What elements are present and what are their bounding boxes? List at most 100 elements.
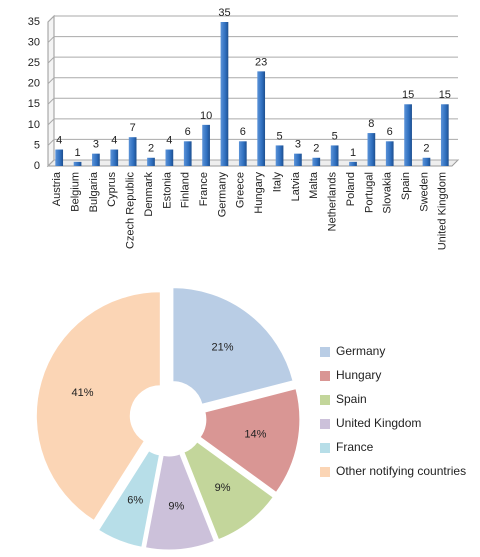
x-tick-label: Greece — [235, 172, 247, 208]
grid-line — [47, 56, 458, 64]
bar — [55, 149, 64, 166]
doughnut-slice — [97, 450, 161, 548]
grid-line — [47, 118, 458, 126]
x-tick-label: United Kingdom — [437, 172, 449, 250]
legend-swatch — [320, 347, 330, 357]
y-tick-label: 15 — [28, 98, 40, 110]
x-tick-label: Malta — [308, 171, 320, 199]
value-label: 2 — [313, 143, 319, 155]
bar — [367, 133, 376, 166]
x-tick-label: Italy — [271, 172, 283, 193]
value-label: 2 — [148, 143, 154, 155]
doughnut-slice — [183, 441, 274, 541]
x-tick-label: Hungary — [253, 172, 265, 214]
x-tick-label: France — [198, 172, 210, 206]
x-tick-label: Portugal — [363, 172, 375, 213]
x-tick-label: Sweden — [418, 172, 430, 212]
bar — [440, 104, 449, 166]
doughnut-slice — [172, 287, 294, 405]
bar — [422, 157, 431, 166]
slice-label: 14% — [244, 429, 266, 441]
y-tick-label: 35 — [28, 16, 40, 28]
x-tick-label: Latvia — [290, 171, 302, 201]
bar — [349, 161, 357, 166]
value-label: 6 — [387, 126, 393, 138]
bar — [330, 145, 339, 166]
value-label: 1 — [74, 147, 80, 159]
value-label: 15 — [439, 89, 451, 101]
grid-line — [47, 159, 458, 167]
bar — [183, 141, 192, 166]
value-label: 4 — [111, 134, 117, 146]
value-label: 5 — [332, 130, 338, 142]
plot-back — [47, 14, 55, 168]
legend-label: Spain — [336, 392, 367, 406]
grid-line — [47, 97, 458, 105]
bar — [312, 157, 321, 166]
value-label: 6 — [240, 126, 246, 138]
legend-label: France — [336, 440, 374, 454]
bar — [238, 141, 247, 166]
legend-swatch — [320, 443, 330, 453]
grid-line — [47, 138, 458, 146]
legend-label: Hungary — [336, 368, 381, 382]
x-tick-label: Czech Republic — [125, 172, 137, 250]
legend-swatch — [320, 419, 330, 429]
slice-label: 41% — [72, 387, 94, 399]
bar — [294, 153, 302, 166]
doughnut-slice — [35, 291, 161, 522]
x-tick-label: Cyprus — [106, 172, 118, 207]
y-tick-label: 5 — [34, 139, 40, 151]
bar — [165, 149, 174, 166]
grid-line — [47, 36, 458, 43]
y-tick-label: 0 — [34, 160, 40, 172]
value-label: 4 — [166, 134, 172, 146]
value-label: 5 — [276, 130, 282, 142]
legend-label: United Kingdom — [336, 416, 421, 430]
legend-swatch — [320, 371, 330, 381]
value-label: 15 — [402, 89, 414, 101]
doughnut-slice — [144, 453, 216, 551]
bar — [257, 71, 266, 166]
bar — [404, 104, 412, 166]
floor — [46, 159, 460, 167]
x-tick-label: Spain — [400, 172, 412, 200]
value-label: 2 — [423, 143, 429, 155]
legend-label: Germany — [336, 344, 385, 358]
value-label: 1 — [350, 147, 356, 159]
slice-label: 9% — [168, 501, 184, 513]
bar — [275, 145, 284, 166]
value-label: 10 — [200, 110, 212, 122]
value-label: 3 — [295, 139, 301, 151]
x-tick-label: Netherlands — [327, 172, 339, 232]
x-tick-label: Austria — [51, 171, 63, 206]
x-tick-label: Denmark — [143, 172, 155, 217]
bar — [128, 137, 137, 166]
x-tick-label: Belgium — [69, 172, 81, 212]
x-tick-label: Slovakia — [382, 171, 394, 213]
bar — [202, 124, 210, 166]
bar — [92, 153, 100, 166]
bar — [147, 157, 155, 166]
value-label: 35 — [218, 7, 230, 19]
bar — [110, 149, 119, 166]
x-tick-label: Germany — [216, 172, 228, 218]
slice-label: 9% — [215, 482, 231, 494]
x-tick-label: Finland — [180, 172, 192, 208]
value-label: 7 — [130, 122, 136, 134]
grid-line — [47, 15, 458, 23]
bar — [220, 22, 229, 166]
value-label: 6 — [185, 126, 191, 138]
x-tick-label: Bulgaria — [88, 171, 100, 212]
y-tick-label: 30 — [28, 36, 40, 48]
value-label: 8 — [368, 118, 374, 130]
legend-label: Other notifying countries — [336, 464, 466, 478]
doughnut-slice — [199, 388, 301, 494]
grid-line — [47, 77, 458, 85]
bar — [73, 161, 82, 166]
slice-label: 6% — [127, 495, 143, 507]
y-tick-label: 20 — [28, 78, 40, 90]
y-tick-label: 10 — [28, 119, 40, 131]
